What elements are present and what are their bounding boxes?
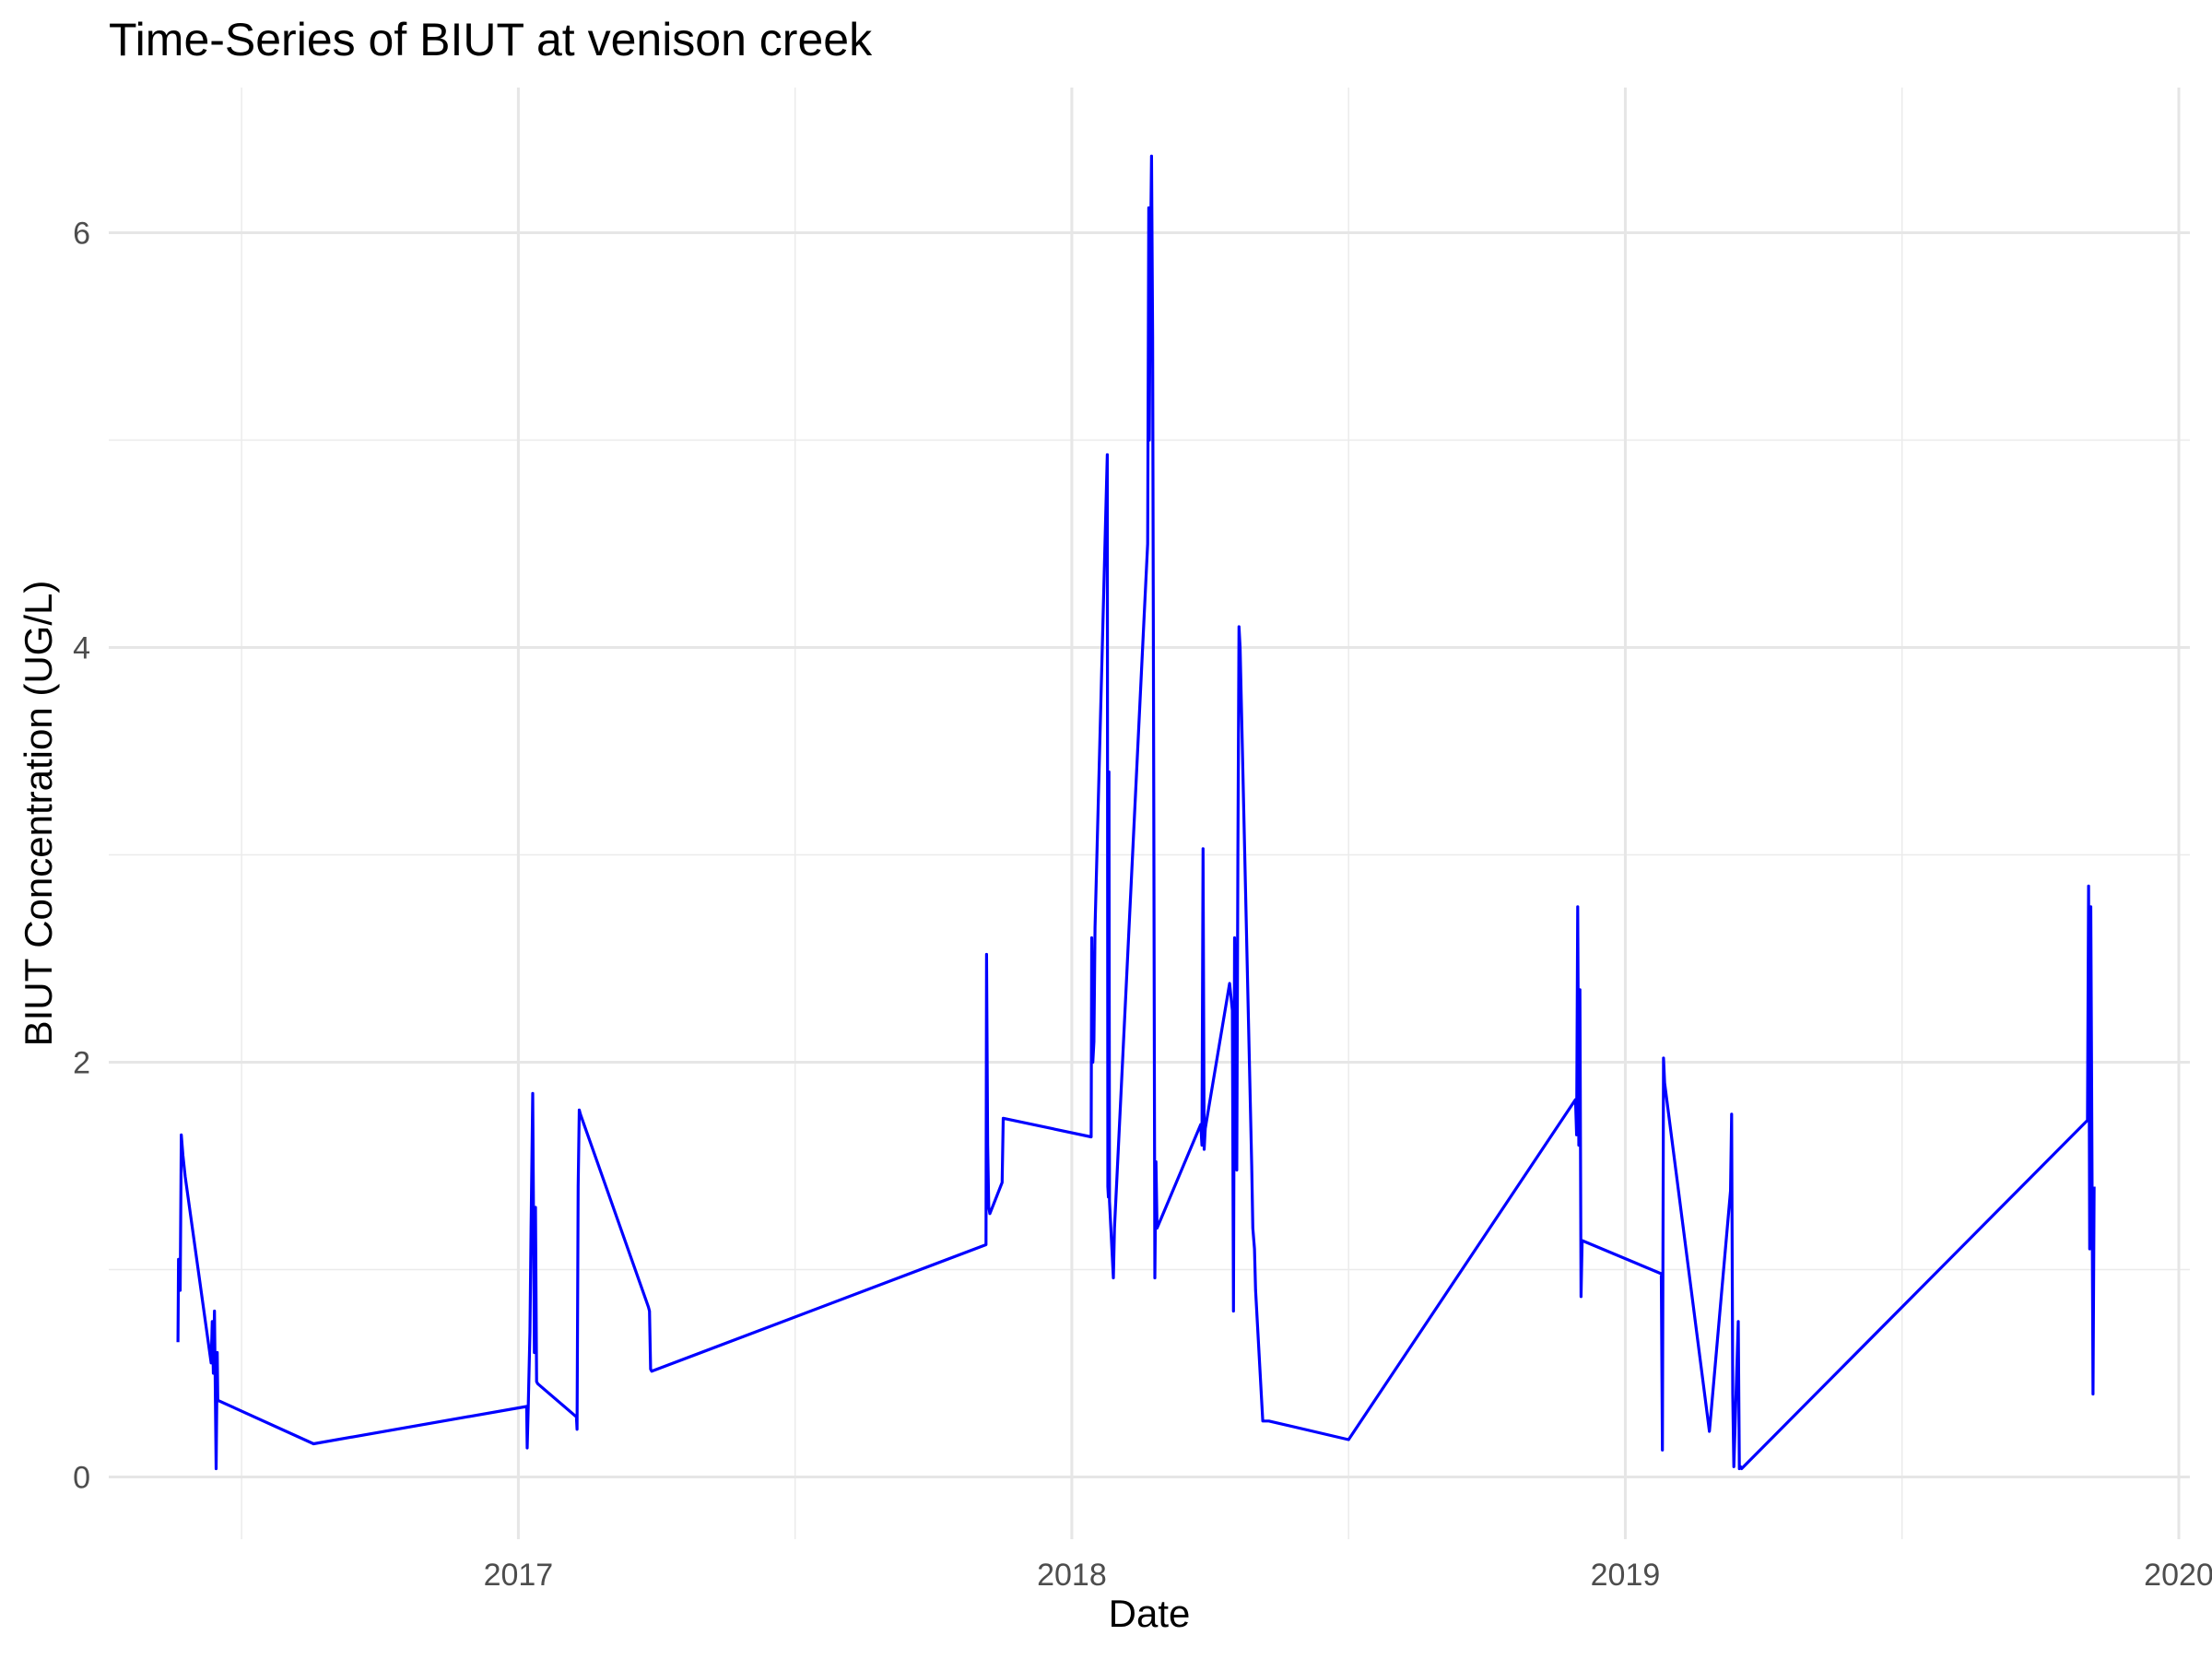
series-layer xyxy=(176,154,2096,1471)
tick-labels: 2017 2018 2019 2020 0 2 4 6 xyxy=(73,217,2212,1594)
y-tick-label: 4 xyxy=(73,631,90,666)
y-tick-label: 0 xyxy=(73,1461,90,1496)
x-tick-label: 2020 xyxy=(2144,1558,2212,1593)
x-tick-label: 2018 xyxy=(1037,1558,1107,1593)
minor-gridlines xyxy=(109,88,2190,1539)
series-line xyxy=(176,154,2096,1471)
x-tick-label: 2017 xyxy=(484,1558,554,1593)
y-tick-label: 2 xyxy=(73,1046,90,1081)
y-tick-label: 6 xyxy=(73,217,90,252)
x-axis-title: Date xyxy=(1109,1592,1191,1635)
chart-title: Time-Series of BIUT at venison creek xyxy=(109,14,873,65)
y-axis-title: BIUT Concentration (UG/L) xyxy=(17,581,60,1047)
x-tick-label: 2019 xyxy=(1591,1558,1661,1593)
